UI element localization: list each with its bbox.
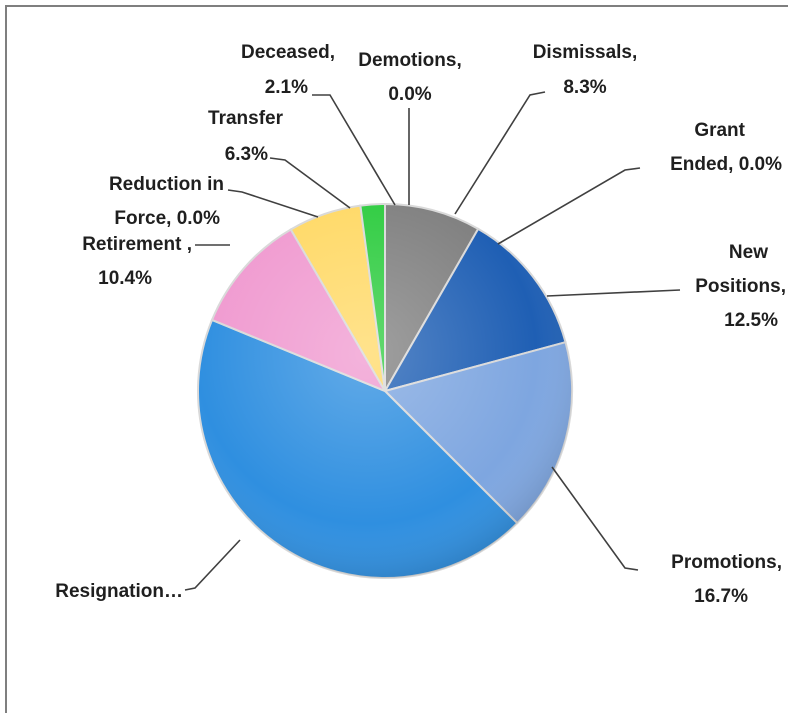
label-demotions-value: 0.0% <box>388 84 431 105</box>
label-grant-value: Ended, 0.0% <box>670 154 782 175</box>
leader-dismissals <box>454 91 546 215</box>
leader-grant <box>497 167 641 245</box>
label-promotions-name: Promotions, <box>671 552 782 573</box>
leader-transfer <box>269 157 351 209</box>
label-demotions-name: Demotions, <box>358 50 461 71</box>
label-resignation-name: Resignation… <box>55 581 183 602</box>
leader-resignation <box>184 539 241 591</box>
label-transfer-value: 6.3% <box>225 144 268 165</box>
label-retirement-value: 10.4% <box>98 268 152 289</box>
label-dismissals-name: Dismissals, <box>533 42 638 63</box>
label-newpos-sub: Positions, <box>695 276 786 297</box>
label-newpos-name: New <box>729 242 768 263</box>
label-transfer-name: Transfer <box>208 108 284 129</box>
label-rif-value: Force, 0.0% <box>114 208 220 229</box>
leader-deceased <box>312 94 396 206</box>
leader-newpos <box>546 289 681 297</box>
pie-slices <box>197 202 573 579</box>
label-retirement-name: Retirement , <box>82 234 192 255</box>
label-promotions-value: 16.7% <box>694 586 748 607</box>
label-rif-name: Reduction in <box>109 174 224 195</box>
label-dismissals-value: 8.3% <box>563 77 606 98</box>
leader-rif <box>227 189 319 218</box>
chart-frame <box>5 5 788 713</box>
label-newpos-value: 12.5% <box>724 310 778 331</box>
label-deceased-value: 2.1% <box>265 77 308 98</box>
label-grant-name: Grant <box>694 120 745 141</box>
leader-promotions <box>551 466 639 571</box>
label-deceased-name: Deceased, <box>241 42 335 63</box>
